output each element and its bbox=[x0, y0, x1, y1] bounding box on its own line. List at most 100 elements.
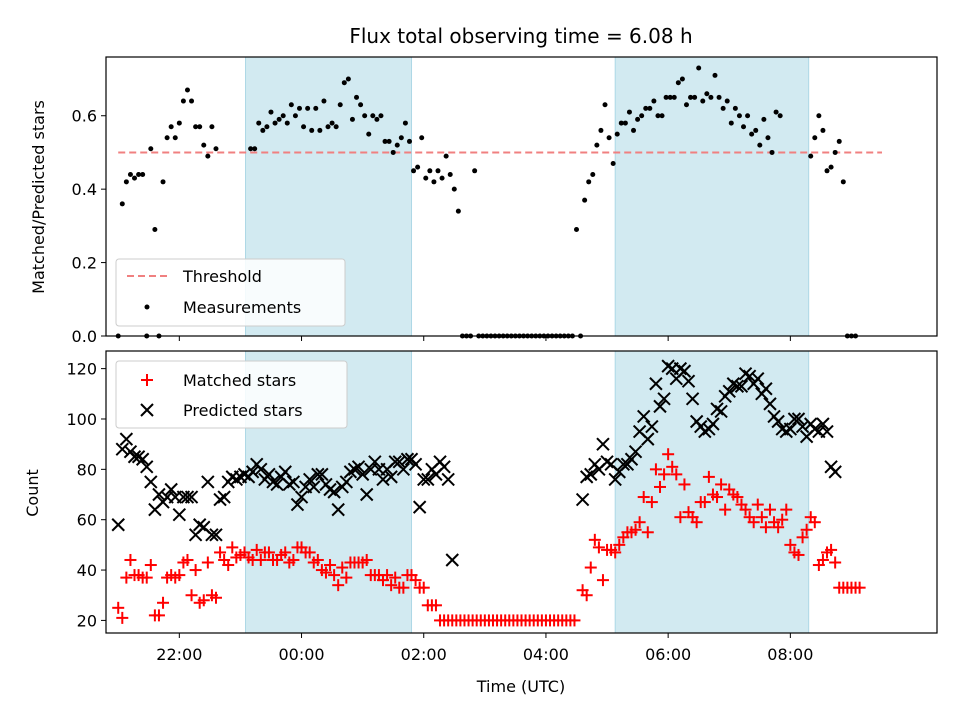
predicted-point bbox=[392, 455, 407, 469]
matched-point bbox=[662, 448, 675, 461]
measurement-point bbox=[736, 113, 742, 119]
matched-point bbox=[250, 543, 263, 556]
measurement-point bbox=[256, 120, 262, 126]
measurement-point bbox=[618, 120, 624, 126]
predicted-point bbox=[164, 482, 178, 497]
measurement-point bbox=[333, 124, 339, 130]
measurement-point bbox=[160, 179, 166, 185]
matched-point bbox=[185, 589, 198, 602]
predicted-point bbox=[408, 457, 423, 472]
predicted-point bbox=[771, 414, 785, 429]
measurement-point bbox=[378, 113, 384, 119]
matched-point bbox=[124, 553, 137, 566]
measurement-point bbox=[172, 135, 178, 141]
measurement-point bbox=[435, 168, 441, 174]
measurement-point bbox=[292, 113, 298, 119]
legend-measurements-swatch bbox=[144, 304, 150, 310]
matched-point bbox=[336, 561, 349, 574]
matched-point bbox=[641, 526, 654, 539]
predicted-point bbox=[376, 472, 390, 487]
measurement-point bbox=[602, 102, 608, 108]
predicted-point bbox=[254, 462, 268, 477]
matched-point bbox=[776, 513, 789, 526]
bottom-panel: 20 40 60 80 100 120 22:00 00:00 02:00 04:00 06:00… bbox=[23, 350, 938, 696]
legend-threshold-label: Threshold bbox=[182, 267, 262, 286]
measurement-point bbox=[451, 186, 457, 192]
measurement-point bbox=[675, 80, 681, 86]
predicted-point bbox=[119, 432, 134, 446]
measurement-point bbox=[836, 138, 842, 144]
measurement-point bbox=[594, 142, 600, 148]
matched-point bbox=[829, 556, 842, 569]
predicted-point bbox=[184, 490, 199, 504]
predicted-point bbox=[608, 472, 622, 487]
predicted-point bbox=[628, 445, 643, 459]
legend-matched-swatch bbox=[141, 374, 153, 386]
predicted-point bbox=[584, 467, 598, 482]
measurement-point bbox=[390, 149, 396, 155]
predicted-point bbox=[201, 475, 215, 489]
measurement-point bbox=[688, 94, 694, 100]
measurement-point bbox=[598, 127, 604, 133]
predicted-point bbox=[135, 452, 150, 466]
predicted-point bbox=[641, 432, 655, 446]
predicted-point bbox=[172, 507, 187, 522]
matched-point bbox=[666, 460, 679, 473]
measurement-point bbox=[272, 120, 278, 126]
measurement-point bbox=[406, 138, 412, 144]
predicted-point bbox=[759, 382, 773, 396]
matched-point bbox=[144, 559, 157, 572]
y-tick-label: 20 bbox=[77, 611, 97, 630]
measurement-point bbox=[840, 179, 846, 185]
matched-point bbox=[120, 571, 133, 584]
measurement-point bbox=[148, 146, 154, 152]
predicted-point bbox=[140, 460, 154, 474]
legend-matched-label: Matched stars bbox=[183, 371, 296, 390]
predicted-point bbox=[217, 490, 231, 504]
measurement-point bbox=[329, 120, 335, 126]
bottom-y-ticks: 20 40 60 80 100 120 bbox=[66, 360, 106, 630]
matched-point bbox=[637, 491, 650, 504]
measurement-point bbox=[427, 168, 433, 174]
measurement-point bbox=[455, 208, 461, 214]
measurement-point bbox=[280, 113, 286, 119]
predicted-point bbox=[636, 409, 651, 424]
measurement-point bbox=[639, 113, 645, 119]
measurement-point bbox=[366, 131, 372, 137]
measurement-point bbox=[753, 127, 759, 133]
matched-point bbox=[674, 511, 687, 524]
measurement-point bbox=[761, 116, 767, 122]
measurement-point bbox=[213, 146, 219, 152]
measurement-point bbox=[402, 120, 408, 126]
measurement-point bbox=[252, 146, 258, 152]
bottom-legend-box bbox=[115, 360, 348, 429]
predicted-point bbox=[441, 472, 455, 487]
predicted-point bbox=[714, 404, 728, 419]
top-legend: Threshold Measurements bbox=[115, 258, 346, 327]
measurement-point bbox=[832, 149, 838, 155]
predicted-point bbox=[355, 467, 370, 482]
predicted-point bbox=[596, 437, 610, 451]
measurement-point bbox=[472, 168, 478, 174]
measurement-point bbox=[573, 227, 579, 233]
predicted-point bbox=[307, 480, 321, 494]
bottom-plot-frame bbox=[105, 350, 938, 634]
matched-point bbox=[731, 491, 744, 504]
measurement-point bbox=[716, 94, 722, 100]
predicted-point bbox=[278, 465, 292, 479]
y-tick-label: 120 bbox=[66, 360, 97, 379]
x-tick-label: 02:00 bbox=[401, 645, 447, 664]
measurement-point bbox=[358, 102, 364, 108]
measurement-point bbox=[728, 120, 734, 126]
matched-point bbox=[853, 581, 866, 594]
predicted-point bbox=[816, 417, 830, 431]
measurement-point bbox=[663, 94, 669, 100]
measurement-point bbox=[184, 87, 190, 93]
predicted-point bbox=[115, 442, 130, 456]
matched-point bbox=[658, 468, 671, 481]
predicted-point bbox=[270, 477, 284, 492]
measurement-point bbox=[349, 116, 355, 122]
predicted-point bbox=[730, 379, 745, 393]
measurement-point bbox=[692, 94, 698, 100]
predicted-point bbox=[657, 392, 671, 406]
